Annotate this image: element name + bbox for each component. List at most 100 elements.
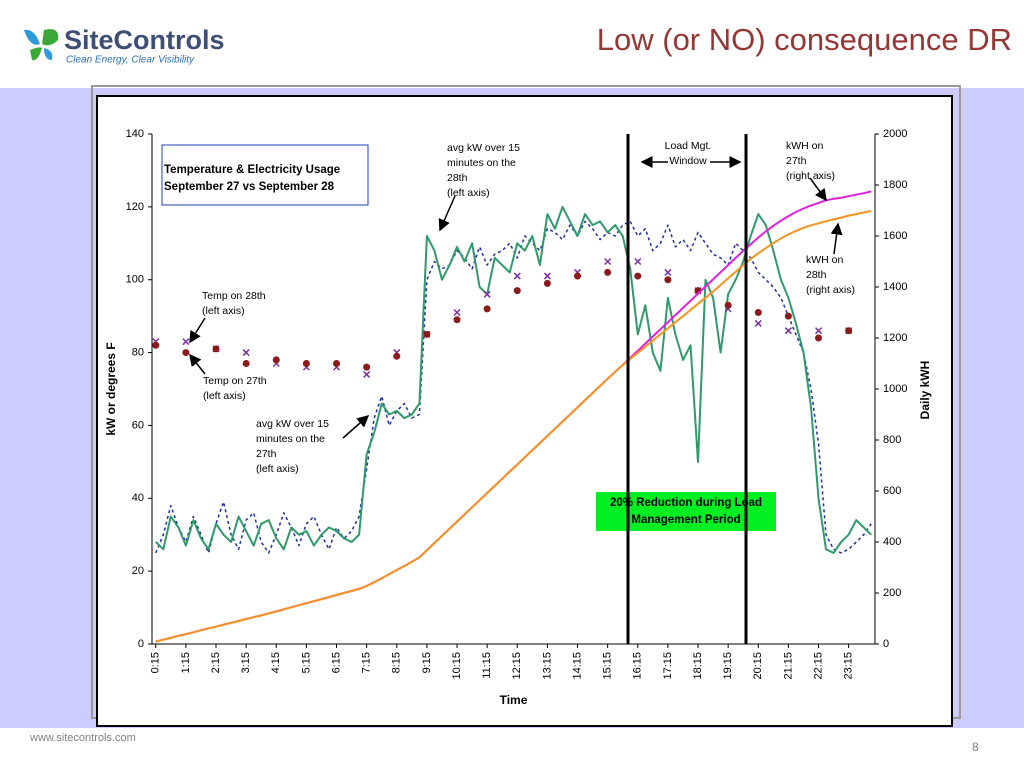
marker-x [483,290,491,298]
marker-dot [815,334,823,342]
x-tick-label: 3:15 [240,652,252,673]
x-tick-label: 9:15 [421,652,433,673]
marker-dot [363,363,371,371]
annotation: kWH on [806,254,844,266]
marker-x [513,272,521,280]
marker-x [784,327,792,335]
chart: 0204060801001201400200400600800100012001… [104,128,932,707]
marker-dot [724,301,732,309]
x-tick-label: 22:15 [812,652,824,680]
annotation: Window [669,155,707,167]
y2-tick-label: 1400 [883,281,907,293]
annotation: (right axis) [786,170,835,182]
marker-x [453,308,461,317]
marker-dot [513,287,521,295]
x-tick-label: 12:15 [511,652,523,680]
y-tick-label: 60 [132,419,144,431]
annotation: 20% Reduction during Load [610,497,762,509]
marker-dot [152,341,160,349]
y2-tick-label: 1200 [883,332,907,344]
marker-dot [393,352,401,360]
annotation: Temperature & Electricity Usage [164,164,340,176]
x-tick-label: 4:15 [270,652,282,673]
x-tick-label: 17:15 [662,652,674,680]
footer-url: www.sitecontrols.com [29,732,136,744]
marker-dot [453,316,461,324]
y2-tick-label: 1600 [883,230,907,242]
marker-dot [634,272,642,280]
annotation: kWH on [786,140,824,152]
y2-tick-label: 200 [883,587,901,599]
marker-x [634,257,642,266]
marker-dot [242,360,250,367]
annotation: Temp on 27th [203,375,267,387]
tagline: Clean Energy, Clear Visibility [66,55,195,66]
logo [24,29,59,61]
annotation: 27th [786,155,807,167]
marker-dot [182,349,190,357]
annotation: avg kW over 15 [447,142,520,154]
marker-x [182,338,190,346]
marker-x [543,272,551,280]
series-line [155,205,872,554]
marker-dot [333,360,341,367]
x-tick-label: 15:15 [602,652,614,680]
marker-dot [574,272,582,280]
y2-tick-label: 1000 [883,383,907,395]
y-tick-label: 20 [132,565,144,577]
marker-dot [272,356,280,364]
marker-x [754,319,762,327]
x-tick-label: 16:15 [632,652,644,680]
annotation: 28th [447,172,468,184]
x-tick-label: 19:15 [722,652,734,680]
annotation: 27th [256,448,277,460]
slide-title: Low (or NO) consequence DR [597,22,1012,57]
annotation: minutes on the [256,433,325,445]
marker-dot [845,327,853,335]
marker-dot [664,276,672,284]
y2-axis-label: Daily kWH [918,361,932,420]
y2-tick-label: 1800 [883,179,907,191]
x-tick-label: 10:15 [451,652,463,680]
annotation: Load Mgt. [665,140,712,152]
x-tick-label: 13:15 [541,652,553,680]
x-axis-label: Time [500,693,528,707]
marker-x [664,268,672,276]
arrows [189,134,843,644]
annotation: September 27 vs September 28 [164,181,335,193]
x-tick-label: 11:15 [481,652,493,679]
annotation: (right axis) [806,284,855,296]
x-tick-label: 2:15 [210,652,222,673]
annotation-box [161,144,369,206]
x-tick-label: 8:15 [391,652,403,673]
marker-x [604,257,612,266]
brand: SiteControls [64,25,225,55]
annotation: (left axis) [256,463,299,475]
page-number: 8 [972,740,979,754]
annotation: Temp on 28th [202,290,266,302]
x-tick-label: 1:15 [180,652,192,673]
marker-dot [302,360,310,367]
x-tick-label: 20:15 [752,652,764,680]
marker-x [814,327,823,335]
y2-tick-label: 0 [883,638,889,650]
annotation: 28th [806,269,827,281]
marker-dot [604,268,612,276]
y-tick-label: 100 [126,274,144,286]
x-tick-label: 14:15 [571,652,583,680]
y2-tick-label: 800 [883,434,901,446]
x-tick-label: 7:15 [361,652,373,673]
marker-dot [784,312,792,320]
y-tick-label: 40 [132,492,144,504]
y2-tick-label: 2000 [883,128,907,140]
x-tick-label: 23:15 [843,652,855,680]
x-tick-label: 0:15 [150,652,162,673]
marker-x [242,349,250,357]
annotation: Management Period [631,514,740,526]
y-tick-label: 0 [138,638,144,650]
y-tick-label: 80 [132,346,144,358]
y2-tick-label: 400 [883,536,901,548]
marker-dot [754,309,762,316]
